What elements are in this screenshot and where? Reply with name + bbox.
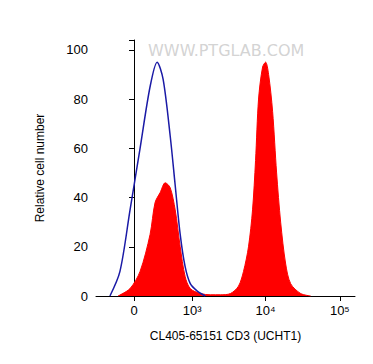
svg-text:10⁴: 10⁴: [256, 303, 276, 318]
svg-text:100: 100: [66, 42, 88, 57]
svg-text:CL405-65151 CD3 (UCHT1): CL405-65151 CD3 (UCHT1): [150, 329, 301, 343]
svg-text:10⁵: 10⁵: [330, 303, 350, 318]
svg-text:Relative cell number: Relative cell number: [33, 114, 47, 223]
svg-text:80: 80: [74, 92, 88, 107]
svg-text:WWW.PTGLAB.COM: WWW.PTGLAB.COM: [148, 41, 304, 60]
svg-text:40: 40: [74, 190, 88, 205]
svg-text:20: 20: [74, 239, 88, 254]
svg-text:60: 60: [74, 141, 88, 156]
svg-text:0: 0: [130, 303, 137, 318]
svg-text:10³: 10³: [183, 303, 202, 318]
svg-text:0: 0: [81, 289, 88, 304]
